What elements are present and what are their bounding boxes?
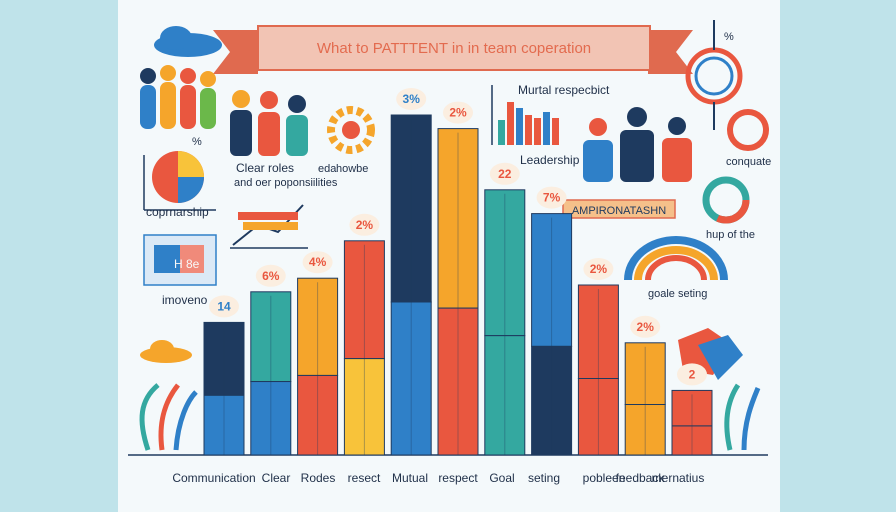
gear-icon [327, 106, 375, 154]
compass-icon [685, 20, 743, 130]
bar-value-label: 6% [262, 269, 280, 283]
chart-canvas: What to PATTTENT in in team coperation C… [118, 0, 780, 512]
rainbow-icon [624, 236, 728, 281]
bar-resect-bottom [343, 358, 385, 456]
cloud-small-icon [140, 340, 192, 363]
percent-annotation: % [192, 136, 202, 148]
bar-respect-top [437, 128, 479, 309]
title-banner: What to PATTTENT in in team coperation [213, 25, 693, 74]
bar-feedback-bottom [624, 404, 666, 456]
bar-value-label: 3% [403, 92, 421, 106]
leadership-annotation: Leadership [520, 153, 580, 167]
bar-value-label: 2% [590, 262, 608, 276]
donut-icon [702, 109, 769, 224]
compuate-annotation: conquate [726, 156, 771, 168]
bar-label-badge [255, 264, 286, 287]
x-tick-label: Communication [172, 471, 255, 485]
bar-communication-top [203, 321, 245, 396]
bar-label-badge [489, 162, 520, 185]
bar-goal-top [484, 189, 526, 337]
team-people-icon [230, 90, 308, 156]
bar-label-badge [349, 213, 380, 236]
howbe-annotation: howbe [336, 163, 368, 175]
goale-annotation: goale seting [648, 288, 707, 300]
bar-mernatius-bottom [671, 425, 713, 456]
bar-labels-group: 14 6% 4% 2% 3% 2% 22 7% 2% 2% 2 [209, 88, 707, 386]
percent-annotation-2: % [724, 31, 734, 43]
infographic-svg: What to PATTTENT in in team coperation C… [128, 20, 771, 485]
bar-value-label: 2% [637, 320, 655, 334]
bar-value-label: 14 [217, 299, 231, 313]
bar-label-badge [677, 363, 707, 386]
bar-rodes-top [297, 277, 339, 376]
bar-mutual-bottom [390, 301, 432, 456]
bars-group [203, 114, 713, 456]
bar-label-badge [302, 251, 333, 274]
bar-seting-top [531, 213, 573, 347]
bar-value-label: 2% [449, 106, 467, 120]
x-tick-label: mernatius [652, 471, 705, 485]
bar-communication-bottom [203, 394, 245, 456]
howbe-small-annotation: eda [318, 163, 337, 175]
people-icon [140, 65, 216, 129]
bar-rodes-bottom [297, 374, 339, 456]
x-tick-label: Clear [262, 471, 291, 485]
plant-right-icon [724, 383, 761, 451]
bar-feedback-top [624, 342, 666, 406]
bar-mutual-top [390, 114, 432, 303]
x-tick-label: respect [438, 471, 478, 485]
coprnarship-annotation: coprnarship [146, 205, 209, 219]
roles-sub-annotation: and oer poponsiilities [234, 177, 338, 189]
x-tick-label: resect [348, 471, 381, 485]
bar-clear-bottom [250, 381, 292, 456]
bar-label-badge [630, 315, 661, 338]
bar-seting-bottom [531, 345, 573, 456]
amp-banner: AMPIRONATASHN [562, 199, 676, 219]
x-tick-label: seting [528, 471, 560, 485]
bar-value-label: 2 [689, 367, 696, 381]
trend-arrows-icon [230, 204, 308, 249]
impoveno-annotation: imoveno [162, 293, 208, 307]
x-tick-label: feedback [616, 471, 666, 485]
bar-mernatius-top [671, 389, 713, 427]
bar-label-badge [396, 88, 427, 110]
plant-left-icon [139, 383, 198, 451]
cloud-icon [154, 26, 222, 57]
chart-title: What to PATTTENT in in team coperation [317, 40, 591, 57]
x-tick-label: pobleen [583, 471, 626, 485]
x-tick-labels-group: Communication Clear Rodes resect Mutual respe… [172, 471, 704, 485]
bar-label-badge [536, 186, 567, 209]
bar-value-label: 22 [498, 167, 512, 181]
bar-pobleen-top [577, 284, 619, 379]
bar-label-badge [209, 295, 239, 318]
bar-label-badge [583, 258, 614, 280]
hup-annotation: hup of the [706, 229, 755, 241]
x-tick-label: Rodes [301, 471, 336, 485]
bar-value-label: 7% [543, 191, 561, 205]
mutual-respect-annotation: Murtal respecbict [518, 83, 610, 97]
pie-chart-icon [143, 151, 216, 211]
amp-banner-text: AMPIRONATASHN [572, 205, 666, 217]
bar-label-badge [443, 101, 473, 124]
x-tick-label: Mutual [392, 471, 428, 485]
bar-value-label: 4% [309, 255, 327, 269]
x-tick-label: Goal [489, 471, 514, 485]
bar-respect-bottom [437, 307, 479, 456]
bar-goal-bottom [484, 335, 526, 456]
grid-icon: H 8e [143, 234, 217, 286]
mini-bar-chart-icon [491, 85, 559, 145]
bar-pobleen-bottom [577, 378, 619, 456]
leadership-people-icon [583, 107, 692, 182]
grid-icon-text: H 8e [174, 257, 200, 271]
clear-roles-annotation: Clear roles [236, 161, 294, 175]
bar-value-label: 2% [356, 218, 374, 232]
handshake-icon [678, 328, 743, 380]
